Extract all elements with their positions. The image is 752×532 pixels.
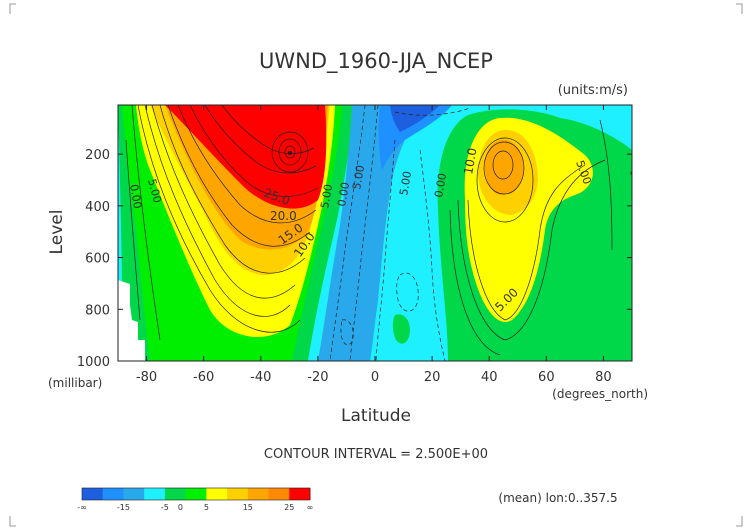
missing-data-region — [118, 280, 145, 361]
contour-label: 5.00 — [397, 170, 414, 196]
colorbar-frame — [81, 487, 311, 501]
y-unit-label: (millibar) — [48, 376, 102, 390]
colorbar: -∞ -15 -5 0 5 15 25 ∞ — [77, 487, 314, 512]
x-tick-label: -60 — [193, 370, 214, 385]
colorbar-swatch — [144, 488, 166, 500]
colorbar-tick-label: 15 — [243, 503, 253, 512]
colorbar-swatch — [185, 488, 207, 500]
colorbar-tick-label: -15 — [117, 503, 130, 512]
contour-lines-north — [449, 119, 613, 356]
contour-label: 0.00 — [627, 168, 644, 194]
colorbar-tick-label: ∞ — [307, 503, 314, 512]
colorbar-swatch — [164, 488, 187, 500]
plot-area: 0.00 5.00 25.0 20.0 15.0 10.0 5.00 0.00 … — [118, 105, 644, 361]
colorbar-swatch — [268, 488, 290, 500]
contour-label: 5.00 — [350, 164, 367, 190]
contour-fill-easterly-5 — [318, 105, 420, 361]
contour-fill-easterly-15 — [390, 105, 440, 132]
x-tick-label: -80 — [136, 370, 157, 385]
footer-text: (mean) lon:0..357.5 — [498, 491, 617, 505]
contour-label: 0.00 — [432, 172, 449, 198]
y-tick-label: 800 — [85, 303, 110, 318]
units-label: (units:m/s) — [558, 83, 628, 98]
colorbar-swatch — [102, 488, 124, 500]
contour-fill-25-30 — [165, 105, 327, 209]
colorbar-tick-label: -5 — [161, 503, 169, 512]
x-tick-label: 0 — [371, 370, 379, 385]
y-tick-label: 200 — [85, 148, 110, 163]
y-axis-label: Level — [47, 210, 67, 255]
chart-title: UWND_1960-JJA_NCEP — [259, 49, 493, 74]
contour-label: 0.00 — [335, 181, 352, 207]
x-axis-label: Latitude — [341, 406, 411, 426]
colorbar-swatch — [247, 488, 270, 500]
colorbar-swatch — [82, 488, 104, 500]
x-unit-label: (degrees_north) — [552, 387, 648, 401]
contour-fill-north-green-tail — [392, 314, 410, 344]
colorbar-swatch — [206, 488, 228, 500]
x-tick-label: 60 — [538, 370, 555, 385]
contour-fill-north-15-20 — [484, 139, 524, 195]
x-tick-label: 40 — [481, 370, 498, 385]
colorbar-tick-label: 5 — [204, 503, 209, 512]
y-tick-label: 1000 — [77, 355, 110, 370]
y-tick-label: 400 — [85, 200, 110, 215]
y-axis: 200 400 600 800 1000 — [77, 148, 632, 370]
x-axis: -80 -60 -40 -20 0 20 40 60 80 — [136, 105, 612, 385]
x-tick-label: 20 — [424, 370, 441, 385]
contour-label: 5.00 — [145, 177, 164, 204]
colorbar-tick-label: 0 — [178, 503, 183, 512]
contour-lines-negative — [329, 105, 471, 361]
colorbar-swatch — [289, 488, 311, 500]
colorbar-swatch — [123, 488, 145, 500]
page-corner-marks — [9, 3, 743, 527]
contour-label: 5.00 — [318, 183, 335, 209]
x-tick-label: -20 — [307, 370, 328, 385]
contour-label: 10.0 — [461, 147, 479, 176]
contour-label: 0.00 — [127, 183, 144, 209]
contour-labels: 0.00 5.00 25.0 20.0 15.0 10.0 5.00 0.00 … — [127, 147, 644, 314]
colorbar-swatch — [227, 488, 249, 500]
colorbar-tick-label: 25 — [284, 503, 294, 512]
jet-core-marker — [288, 151, 292, 155]
x-tick-label: -40 — [250, 370, 271, 385]
x-tick-label: 80 — [595, 370, 612, 385]
contour-lines-south — [125, 105, 319, 341]
y-tick-label: 600 — [85, 252, 110, 267]
contour-interval-text: CONTOUR INTERVAL = 2.500E+00 — [264, 447, 488, 462]
colorbar-tick-label: -∞ — [77, 503, 87, 512]
contour-label: 20.0 — [270, 209, 297, 223]
